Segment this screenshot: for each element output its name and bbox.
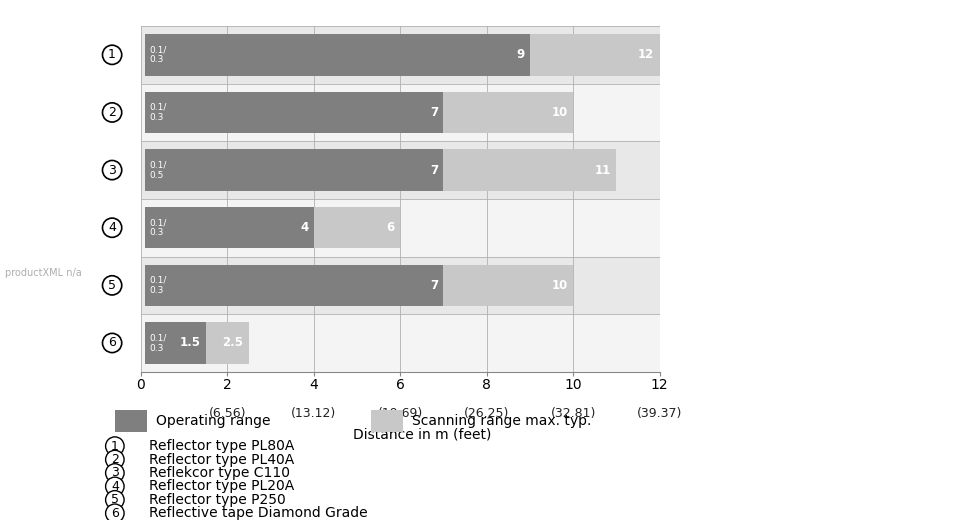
- Bar: [529, 34, 659, 75]
- Text: 0: 0: [136, 378, 145, 392]
- Text: 12: 12: [638, 48, 654, 61]
- Text: 6: 6: [110, 507, 118, 520]
- Bar: [370, 410, 403, 432]
- Bar: [144, 34, 529, 75]
- Bar: [144, 207, 313, 249]
- Text: (19.69): (19.69): [377, 407, 422, 420]
- Text: 2: 2: [223, 378, 232, 392]
- Text: 6: 6: [395, 378, 404, 392]
- Text: 8: 8: [482, 378, 490, 392]
- Text: 0.1/
0.3: 0.1/ 0.3: [149, 276, 167, 295]
- Text: 7: 7: [429, 279, 438, 292]
- Text: 2: 2: [109, 106, 116, 119]
- Text: 4: 4: [299, 221, 308, 234]
- Text: 9: 9: [516, 48, 524, 61]
- Text: 3: 3: [110, 466, 118, 479]
- Bar: [141, 26, 659, 84]
- Text: Reflective tape Diamond Grade: Reflective tape Diamond Grade: [149, 506, 367, 520]
- Bar: [141, 199, 659, 256]
- Text: 6: 6: [109, 336, 116, 349]
- Text: Reflector type PL20A: Reflector type PL20A: [149, 479, 294, 493]
- Text: Reflector type P250: Reflector type P250: [149, 493, 286, 507]
- Text: (32.81): (32.81): [549, 407, 595, 420]
- Text: (39.37): (39.37): [637, 407, 681, 420]
- Text: productXML n/a: productXML n/a: [5, 268, 81, 278]
- Bar: [313, 207, 400, 249]
- Text: 0.1/
0.3: 0.1/ 0.3: [149, 333, 167, 353]
- Bar: [443, 265, 573, 306]
- Bar: [144, 149, 443, 191]
- Text: (13.12): (13.12): [291, 407, 336, 420]
- Text: 7: 7: [429, 164, 438, 177]
- Text: Reflector type PL40A: Reflector type PL40A: [149, 452, 294, 466]
- Bar: [144, 265, 443, 306]
- Text: 0.1/
0.3: 0.1/ 0.3: [149, 103, 167, 122]
- Text: 5: 5: [108, 279, 116, 292]
- Text: 0.1/
0.3: 0.1/ 0.3: [149, 218, 167, 237]
- Text: 6: 6: [387, 221, 394, 234]
- Text: 10: 10: [551, 106, 567, 119]
- Text: Reflector type PL80A: Reflector type PL80A: [149, 439, 294, 453]
- Bar: [141, 314, 659, 372]
- Text: 11: 11: [594, 164, 610, 177]
- Text: 0.1/
0.3: 0.1/ 0.3: [149, 45, 167, 64]
- Text: 7: 7: [429, 106, 438, 119]
- Bar: [141, 84, 659, 141]
- Bar: [443, 92, 573, 133]
- Text: 4: 4: [109, 221, 116, 234]
- Text: 2.5: 2.5: [222, 336, 243, 349]
- Bar: [144, 92, 443, 133]
- Text: Scanning range max. typ.: Scanning range max. typ.: [412, 414, 591, 428]
- Text: (26.25): (26.25): [463, 407, 509, 420]
- Text: 1.5: 1.5: [179, 336, 201, 349]
- Text: 2: 2: [110, 453, 118, 466]
- Text: Operating range: Operating range: [156, 414, 270, 428]
- Text: (6.56): (6.56): [208, 407, 245, 420]
- Bar: [443, 149, 615, 191]
- Text: Reflekcor type C110: Reflekcor type C110: [149, 466, 290, 480]
- Text: Distance in m (feet): Distance in m (feet): [352, 428, 490, 442]
- Bar: [114, 410, 147, 432]
- Text: 10: 10: [564, 378, 581, 392]
- Bar: [141, 141, 659, 199]
- Bar: [144, 322, 205, 363]
- Bar: [141, 256, 659, 314]
- Text: 3: 3: [109, 164, 116, 177]
- Text: 12: 12: [650, 378, 668, 392]
- Text: 5: 5: [110, 493, 119, 506]
- Text: 1: 1: [109, 48, 116, 61]
- Text: 0.1/
0.5: 0.1/ 0.5: [149, 161, 167, 179]
- Text: 1: 1: [110, 439, 118, 452]
- Bar: [205, 322, 248, 363]
- Text: 10: 10: [551, 279, 567, 292]
- Text: 4: 4: [110, 480, 118, 493]
- Text: 4: 4: [309, 378, 318, 392]
